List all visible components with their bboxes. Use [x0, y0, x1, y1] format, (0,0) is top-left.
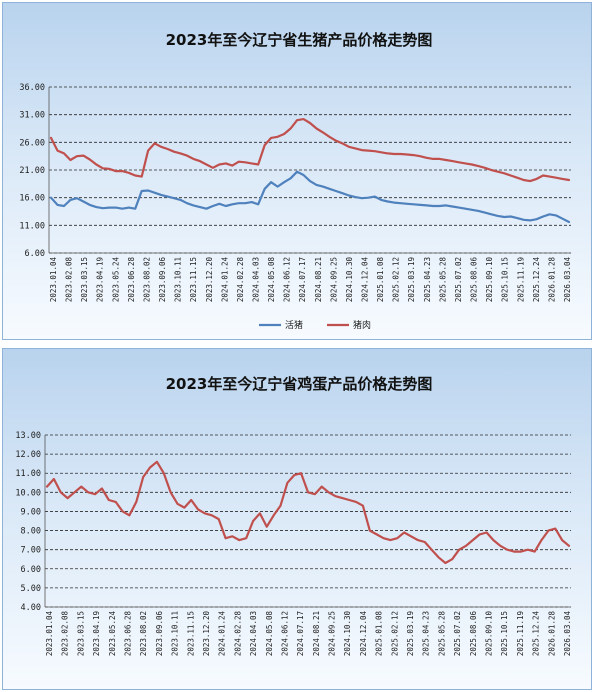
- x-tick-label: 2023.05.24: [111, 257, 120, 303]
- x-tick-label: 2023.11.15: [189, 257, 198, 302]
- x-tick-label: 2023.06.28: [123, 611, 132, 657]
- series-line-0: [45, 460, 571, 565]
- x-tick-label: 2025.03.19: [407, 257, 416, 302]
- x-tick-label: 2023.03.15: [80, 257, 89, 302]
- x-tick-label: 2023.01.04: [45, 611, 54, 657]
- series-line-0: [49, 170, 571, 224]
- x-tick-label: 2025.07.02: [453, 611, 462, 656]
- x-tick-label: 2023.12.20: [205, 257, 214, 303]
- series-line-1: [49, 117, 571, 183]
- x-tick-label: 2023.09.06: [158, 257, 167, 303]
- x-tick-label: 2024.06.12: [283, 257, 292, 302]
- x-tick-label: 2025.04.23: [422, 611, 431, 656]
- y-tick-label: 36.00: [19, 83, 45, 93]
- x-tick-label: 2025.05.28: [438, 257, 447, 303]
- x-tick-label: 2024.12.04: [361, 257, 370, 303]
- x-tick-label: 2024.06.12: [280, 611, 289, 656]
- x-tick-label: 2023.04.19: [96, 257, 105, 302]
- x-tick-label: 2024.01.24: [218, 611, 227, 657]
- x-tick-label: 2024.05.08: [267, 257, 276, 303]
- y-tick-label: 12.00: [15, 450, 41, 460]
- x-tick-label: 2024.07.17: [298, 257, 307, 302]
- x-tick-label: 2025.10.15: [500, 611, 509, 656]
- x-tick-label: 2024.12.04: [359, 611, 368, 657]
- x-tick-label: 2025.01.08: [375, 611, 384, 657]
- y-tick-label: 11.00: [15, 469, 41, 479]
- x-tick-label: 2025.01.08: [376, 257, 385, 303]
- y-tick-label: 9.00: [21, 507, 41, 517]
- x-tick-label: 2024.02.28: [236, 257, 245, 303]
- x-tick-label: 2024.10.30: [345, 257, 354, 303]
- x-tick-label: 2024.04.03: [251, 257, 260, 302]
- x-tick-label: 2026.01.28: [547, 257, 556, 303]
- x-tick-label: 2025.11.19: [516, 611, 525, 656]
- x-tick-label: 2023.02.08: [65, 257, 74, 303]
- y-tick-label: 10.00: [15, 488, 41, 498]
- x-tick-label: 2025.08.06: [470, 257, 479, 303]
- y-tick-label: 4.00: [21, 603, 41, 613]
- x-tick-label: 2025.03.19: [406, 611, 415, 656]
- x-tick-label: 2024.07.17: [296, 611, 305, 656]
- egg-chart-panel: 2023年至今辽宁省鸡蛋产品价格走势图 13.00 12.00 11.00 10.00 9…: [2, 348, 592, 690]
- x-tick-label: 2024.05.08: [265, 611, 274, 657]
- x-tick-label: 2025.09.10: [485, 611, 494, 657]
- x-tick-label: 2023.10.11: [174, 257, 183, 302]
- y-tick-label: 6.00: [21, 565, 41, 575]
- x-tick-label: 2025.08.06: [469, 611, 478, 657]
- x-tick-label: 2023.02.08: [61, 611, 70, 657]
- y-tick-label: 6.00: [25, 249, 45, 259]
- x-tick-label: 2026.01.28: [547, 611, 556, 657]
- x-tick-label: 2023.12.20: [202, 611, 211, 657]
- x-tick-label: 2023.08.02: [139, 611, 148, 656]
- x-tick-label: 2025.02.12: [390, 611, 399, 656]
- y-tick-label: 7.00: [21, 546, 41, 556]
- x-tick-label: 2026.03.04: [563, 257, 572, 303]
- x-tick-label: 2024.08.21: [312, 611, 321, 656]
- egg-price-chart: 2023年至今辽宁省鸡蛋产品价格走势图 13.00 12.00 11.00 10.00 9…: [15, 375, 572, 657]
- x-tick-label: 2025.05.28: [437, 611, 446, 657]
- y-tick-label: 8.00: [21, 527, 41, 537]
- x-tick-label: 2025.09.10: [485, 257, 494, 303]
- x-tick-label: 2023.09.06: [155, 611, 164, 657]
- legend-label: 猪肉: [353, 319, 371, 331]
- x-tick-label: 2024.09.25: [329, 257, 338, 302]
- legend-label: 活猪: [285, 319, 303, 331]
- x-tick-label: 2024.04.03: [249, 611, 258, 656]
- x-tick-label: 2024.02.28: [233, 611, 242, 657]
- x-tick-label: 2023.03.15: [76, 611, 85, 656]
- x-tick-label: 2024.08.21: [314, 257, 323, 302]
- x-tick-label: 2023.08.02: [142, 257, 151, 302]
- x-tick-label: 2023.10.11: [171, 611, 180, 656]
- y-tick-label: 5.00: [21, 584, 41, 594]
- pork-price-chart: 2023年至今辽宁省生猪产品价格走势图 36.00 31.00 26.00 21.00 1…: [19, 31, 572, 331]
- x-tick-label: 2024.01.24: [220, 257, 229, 303]
- chart-title: 2023年至今辽宁省生猪产品价格走势图: [166, 31, 433, 49]
- x-tick-label: 2025.07.02: [454, 257, 463, 302]
- x-tick-label: 2025.02.12: [392, 257, 401, 302]
- y-tick-label: 11.00: [19, 221, 45, 231]
- x-tick-label: 2023.04.19: [92, 611, 101, 656]
- x-tick-label: 2025.04.23: [423, 257, 432, 302]
- y-tick-label: 16.00: [19, 194, 45, 204]
- x-tick-label: 2024.09.25: [328, 611, 337, 656]
- x-tick-label: 2023.11.15: [186, 611, 195, 656]
- y-tick-label: 21.00: [19, 166, 45, 176]
- x-tick-label: 2024.10.30: [343, 611, 352, 657]
- y-tick-label: 31.00: [19, 111, 45, 121]
- x-tick-label: 2025.11.19: [516, 257, 525, 302]
- x-tick-label: 2023.01.04: [49, 257, 58, 303]
- x-tick-label: 2023.05.24: [108, 611, 117, 657]
- x-tick-label: 2026.03.04: [563, 611, 572, 657]
- x-tick-label: 2025.12.24: [532, 257, 541, 303]
- pork-chart-panel: 2023年至今辽宁省生猪产品价格走势图 36.00 31.00 26.00 21.00 1…: [2, 2, 592, 340]
- x-tick-label: 2025.10.15: [501, 257, 510, 302]
- x-tick-label: 2025.12.24: [532, 611, 541, 657]
- y-tick-label: 13.00: [15, 431, 41, 441]
- chart-title: 2023年至今辽宁省鸡蛋产品价格走势图: [166, 375, 433, 393]
- x-tick-label: 2023.06.28: [127, 257, 136, 303]
- y-tick-label: 26.00: [19, 138, 45, 148]
